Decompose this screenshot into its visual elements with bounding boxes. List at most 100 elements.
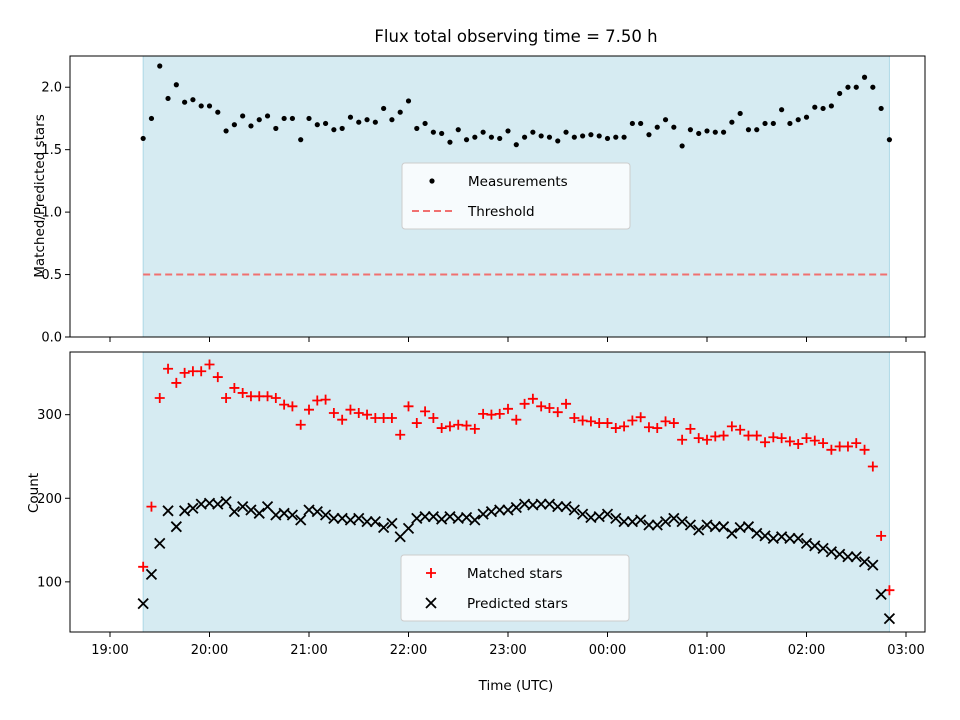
legend-label: Measurements: [468, 174, 568, 190]
measurement-point: [381, 105, 387, 112]
matched-stars-point: [295, 419, 306, 430]
measurement-point: [322, 120, 329, 127]
measurement-point: [828, 103, 834, 109]
measurement-point: [157, 63, 163, 69]
predicted-stars-point: [610, 512, 622, 524]
top-y-tick-label: 0.5: [41, 268, 62, 283]
measurement-point: [472, 134, 478, 140]
predicted-stars-point: [659, 516, 672, 528]
legend-label: Threshold: [467, 204, 535, 220]
chart-title: Flux total observing time = 7.50 h: [374, 27, 657, 46]
matched-stars-point: [776, 433, 787, 444]
matched-stars-point: [652, 423, 663, 434]
measurement-point: [870, 84, 876, 90]
matched-stars-point: [610, 423, 621, 434]
matched-stars-point: [229, 382, 240, 393]
matched-stars-point: [179, 367, 190, 378]
predicted-stars-point: [253, 507, 265, 519]
matched-stars-point: [337, 414, 348, 425]
matched-stars-point: [411, 418, 422, 429]
predicted-stars-point: [137, 597, 149, 610]
matched-stars-point: [660, 416, 671, 427]
measurement-point: [488, 134, 495, 140]
predicted-stars-point: [178, 505, 191, 517]
measurement-point: [770, 120, 776, 127]
top-y-axis-title: Matched/Predicted stars: [32, 114, 48, 277]
top-legend: Measurements Threshold: [401, 162, 631, 230]
matched-stars-point: [552, 407, 563, 418]
predicted-stars-point: [154, 537, 166, 550]
predicted-stars-point: [369, 516, 381, 528]
measurement-point: [787, 120, 793, 127]
measurement-point: [629, 120, 635, 127]
measurement-point: [397, 109, 403, 115]
bottom-series-matched-stars: [138, 359, 895, 596]
matched-stars-point: [677, 434, 688, 445]
x-tick-label: 03:00: [887, 643, 924, 658]
predicted-stars-point: [170, 521, 182, 533]
measurement-point: [439, 130, 445, 137]
matched-stars-point: [345, 404, 356, 415]
matched-stars-point: [469, 423, 480, 434]
matched-stars-point: [262, 391, 273, 402]
measurement-point: [405, 98, 412, 104]
measurement-point: [638, 120, 644, 127]
measurement-point: [298, 137, 304, 143]
x-tick-label: 00:00: [589, 643, 626, 658]
matched-stars-point: [801, 433, 812, 444]
measurement-point: [662, 117, 669, 123]
legend-label: Matched stars: [467, 566, 563, 582]
x-tick-label: 01:00: [688, 643, 725, 658]
measurement-point: [878, 105, 884, 112]
matched-stars-point: [627, 415, 638, 426]
matched-stars-point: [279, 399, 290, 410]
measurement-point: [696, 130, 702, 137]
measurement-point: [762, 120, 768, 127]
predicted-stars-point: [228, 506, 241, 518]
matched-stars-point: [362, 409, 373, 420]
predicted-stars-point: [709, 521, 721, 533]
measurement-point: [356, 119, 362, 125]
measurement-point: [621, 134, 627, 140]
predicted-stars-point: [817, 542, 829, 555]
predicted-stars-point: [162, 505, 174, 517]
matched-stars-point: [544, 403, 555, 413]
matched-stars-point: [851, 438, 862, 449]
bottom-y-tick-label: 300: [37, 408, 62, 423]
predicted-stars-point: [560, 500, 572, 513]
predicted-stars-point: [145, 568, 158, 580]
matched-stars-point: [635, 412, 646, 423]
matched-stars-point: [503, 403, 513, 414]
predicted-stars-point: [427, 511, 440, 523]
predicted-stars-point: [311, 506, 323, 518]
measurement-point: [812, 104, 818, 110]
matched-stars-point: [784, 436, 795, 447]
bottom-legend: Matched stars Predicted stars: [400, 554, 630, 622]
matched-stars-point: [444, 421, 455, 432]
predicted-stars-point: [419, 511, 431, 523]
measurement-point: [339, 125, 345, 132]
measurement-point: [306, 115, 312, 122]
measurement-point: [513, 142, 519, 148]
measurement-point: [463, 137, 470, 143]
matched-stars-point: [212, 372, 223, 383]
x-tick-label: 20:00: [191, 643, 228, 658]
predicted-stars-point: [858, 556, 871, 568]
bottom-y-axis-title: Count: [26, 473, 42, 513]
predicted-stars-point: [875, 588, 887, 601]
bottom-y-tick-label: 200: [37, 492, 62, 507]
measurement-point: [646, 132, 652, 138]
measurement-point: [779, 107, 785, 113]
matched-stars-point: [328, 408, 339, 419]
measurement-point: [389, 117, 395, 123]
measurement-point: [580, 133, 586, 139]
measurement-point: [206, 103, 213, 109]
predicted-stars-point: [568, 504, 580, 516]
predicted-stars-point: [328, 512, 340, 524]
measurement-point: [538, 133, 544, 139]
predicted-stars-point: [867, 559, 879, 571]
matched-stars-point: [585, 416, 596, 427]
measurement-point: [281, 115, 287, 122]
x-tick-label: 23:00: [489, 643, 526, 658]
